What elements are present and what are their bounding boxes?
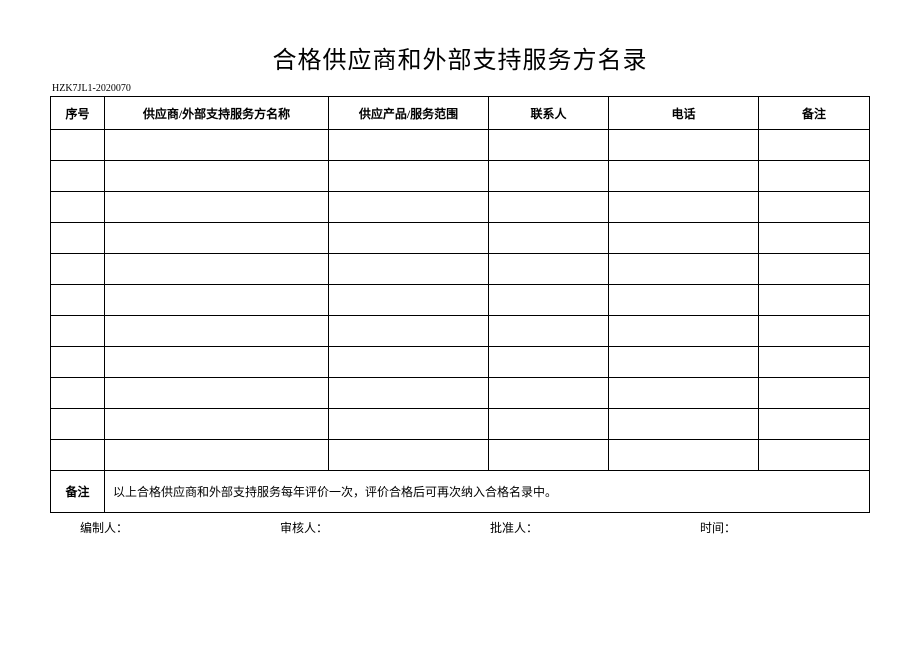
table-cell <box>51 409 105 440</box>
table-cell <box>105 440 329 471</box>
table-cell <box>489 316 609 347</box>
table-cell <box>51 316 105 347</box>
footer-time: 时间： <box>700 519 736 536</box>
table-cell <box>329 161 489 192</box>
header-remark: 备注 <box>759 97 870 130</box>
table-cell <box>489 378 609 409</box>
table-cell <box>105 316 329 347</box>
table-cell <box>759 161 870 192</box>
table-cell <box>609 161 759 192</box>
table-cell <box>759 440 870 471</box>
table-row <box>51 130 870 161</box>
table-row <box>51 254 870 285</box>
supplier-table: 序号 供应商/外部支持服务方名称 供应产品/服务范围 联系人 电话 备注 备注以… <box>50 96 870 513</box>
table-cell <box>329 285 489 316</box>
table-cell <box>759 223 870 254</box>
table-cell <box>329 223 489 254</box>
table-cell <box>105 285 329 316</box>
table-cell <box>609 254 759 285</box>
table-cell <box>609 130 759 161</box>
table-cell <box>51 254 105 285</box>
table-row <box>51 440 870 471</box>
table-cell <box>51 378 105 409</box>
table-cell <box>105 254 329 285</box>
table-cell <box>609 285 759 316</box>
table-row <box>51 285 870 316</box>
table-cell <box>329 254 489 285</box>
table-note-row: 备注以上合格供应商和外部支持服务每年评价一次，评价合格后可再次纳入合格名录中。 <box>51 471 870 513</box>
table-cell <box>489 409 609 440</box>
table-cell <box>105 223 329 254</box>
table-row <box>51 161 870 192</box>
table-cell <box>489 285 609 316</box>
table-cell <box>609 316 759 347</box>
table-cell <box>329 130 489 161</box>
table-cell <box>51 223 105 254</box>
document-code: HZK7JL1-2020070 <box>50 83 870 94</box>
table-cell <box>759 316 870 347</box>
table-cell <box>489 161 609 192</box>
table-cell <box>759 409 870 440</box>
table-cell <box>759 254 870 285</box>
table-cell <box>329 378 489 409</box>
table-cell <box>329 440 489 471</box>
table-cell <box>105 409 329 440</box>
table-cell <box>51 161 105 192</box>
table-row <box>51 192 870 223</box>
table-cell <box>105 130 329 161</box>
table-cell <box>329 347 489 378</box>
table-header-row: 序号 供应商/外部支持服务方名称 供应产品/服务范围 联系人 电话 备注 <box>51 97 870 130</box>
table-row <box>51 316 870 347</box>
table-cell <box>759 285 870 316</box>
table-cell <box>609 223 759 254</box>
table-cell <box>51 130 105 161</box>
table-cell <box>489 223 609 254</box>
table-cell <box>51 192 105 223</box>
table-cell <box>489 254 609 285</box>
table-cell <box>105 192 329 223</box>
table-cell <box>51 347 105 378</box>
table-cell <box>759 347 870 378</box>
footer-approver: 批准人： <box>490 519 700 536</box>
table-body: 备注以上合格供应商和外部支持服务每年评价一次，评价合格后可再次纳入合格名录中。 <box>51 130 870 513</box>
footer-reviewer: 审核人： <box>280 519 490 536</box>
table-cell <box>489 192 609 223</box>
table-cell <box>489 347 609 378</box>
table-cell <box>759 378 870 409</box>
table-cell <box>51 440 105 471</box>
table-cell <box>105 347 329 378</box>
table-row <box>51 223 870 254</box>
note-label: 备注 <box>51 471 105 513</box>
header-contact: 联系人 <box>489 97 609 130</box>
table-cell <box>105 378 329 409</box>
table-cell <box>609 409 759 440</box>
page-title: 合格供应商和外部支持服务方名录 <box>50 40 870 75</box>
table-cell <box>329 409 489 440</box>
table-cell <box>609 378 759 409</box>
table-cell <box>609 440 759 471</box>
table-cell <box>609 347 759 378</box>
footer-row: 编制人： 审核人： 批准人： 时间： <box>50 513 870 536</box>
table-cell <box>609 192 759 223</box>
table-row <box>51 378 870 409</box>
header-scope: 供应产品/服务范围 <box>329 97 489 130</box>
table-row <box>51 409 870 440</box>
table-cell <box>489 440 609 471</box>
header-seq: 序号 <box>51 97 105 130</box>
table-cell <box>329 316 489 347</box>
footer-editor: 编制人： <box>80 519 280 536</box>
table-row <box>51 347 870 378</box>
table-cell <box>105 161 329 192</box>
header-phone: 电话 <box>609 97 759 130</box>
table-cell <box>489 130 609 161</box>
header-name: 供应商/外部支持服务方名称 <box>105 97 329 130</box>
table-cell <box>759 130 870 161</box>
table-cell <box>759 192 870 223</box>
note-content: 以上合格供应商和外部支持服务每年评价一次，评价合格后可再次纳入合格名录中。 <box>105 471 870 513</box>
table-cell <box>329 192 489 223</box>
table-cell <box>51 285 105 316</box>
